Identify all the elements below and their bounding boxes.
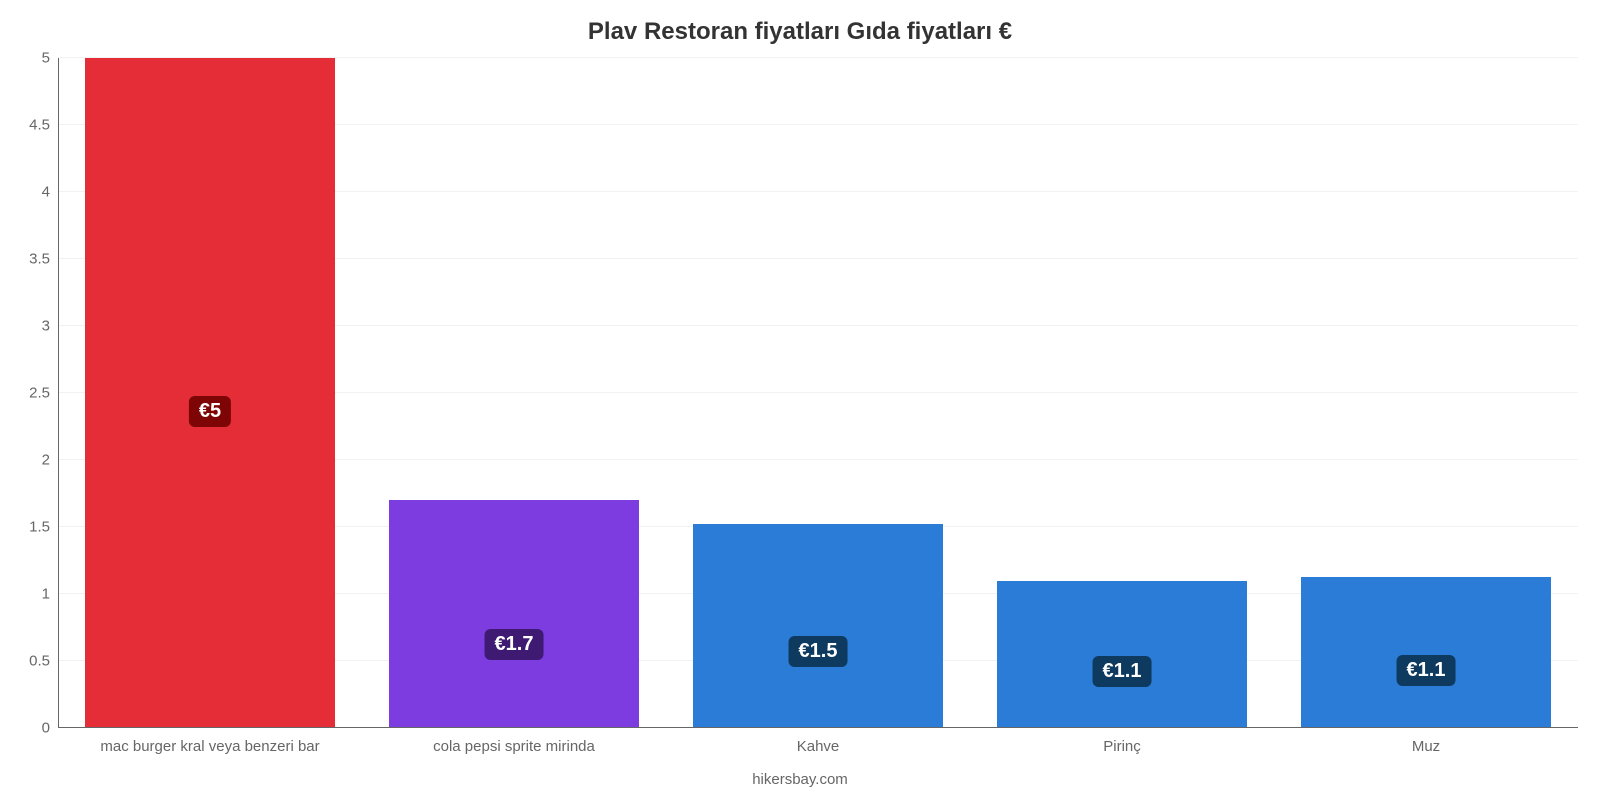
- y-axis-line: [58, 58, 59, 728]
- chart-source: hikersbay.com: [0, 771, 1600, 788]
- y-tick-label: 2.5: [29, 385, 50, 402]
- x-category-label: Muz: [1412, 738, 1440, 755]
- bar-slot: €1.1Muz: [1274, 58, 1578, 728]
- bar-slot: €1.7cola pepsi sprite mirinda: [362, 58, 666, 728]
- y-tick-label: 1.5: [29, 519, 50, 536]
- y-tick-label: 0: [42, 720, 50, 737]
- bar-value-label: €1.5: [789, 636, 848, 667]
- bar-slot: €1.5Kahve: [666, 58, 970, 728]
- bar-value-label: €1.1: [1093, 656, 1152, 687]
- plot-area: 00.511.522.533.544.55 €5mac burger kral …: [58, 58, 1578, 728]
- y-tick-label: 2: [42, 452, 50, 469]
- bar-value-label: €1.1: [1397, 655, 1456, 686]
- bar: €5: [85, 58, 334, 728]
- bar-slot: €1.1Pirinç: [970, 58, 1274, 728]
- x-category-label: Kahve: [797, 738, 840, 755]
- bar-slot: €5mac burger kral veya benzeri bar: [58, 58, 362, 728]
- y-tick-label: 4.5: [29, 117, 50, 134]
- bar: €1.5: [693, 524, 942, 728]
- x-category-label: Pirinç: [1103, 738, 1141, 755]
- bar-value-label: €1.7: [485, 629, 544, 660]
- bar: €1.1: [1301, 577, 1550, 728]
- bar: €1.7: [389, 500, 638, 728]
- chart-title: Plav Restoran fiyatları Gıda fiyatları €: [0, 18, 1600, 46]
- bar: €1.1: [997, 581, 1246, 728]
- x-axis-line: [58, 727, 1578, 728]
- bar-value-label: €5: [189, 396, 231, 427]
- y-tick-label: 3: [42, 318, 50, 335]
- y-tick-label: 3.5: [29, 251, 50, 268]
- bars-container: €5mac burger kral veya benzeri bar€1.7co…: [58, 58, 1578, 728]
- x-category-label: cola pepsi sprite mirinda: [433, 738, 595, 755]
- y-tick-label: 4: [42, 184, 50, 201]
- y-tick-label: 0.5: [29, 653, 50, 670]
- y-tick-label: 1: [42, 586, 50, 603]
- x-category-label: mac burger kral veya benzeri bar: [100, 738, 319, 755]
- y-tick-label: 5: [42, 50, 50, 67]
- price-bar-chart: Plav Restoran fiyatları Gıda fiyatları €…: [0, 0, 1600, 800]
